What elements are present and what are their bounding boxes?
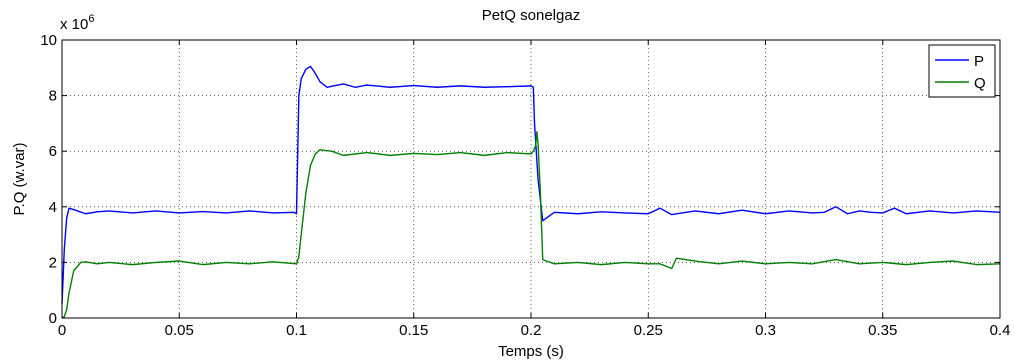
- grid: [62, 40, 1000, 318]
- legend-label-p: P: [974, 53, 984, 70]
- y-tick-label: 2: [49, 254, 57, 271]
- legend-label-q: Q: [974, 75, 986, 92]
- series-layer: [61, 65, 1001, 319]
- x-tick-label: 0.4: [990, 322, 1011, 339]
- y-axis-multiplier: x 106: [60, 13, 94, 33]
- x-tick-label: 0: [58, 322, 66, 339]
- y-tick-label: 8: [49, 88, 57, 105]
- y-tick-label: 4: [49, 199, 57, 216]
- chart-title: PetQ sonelgaz: [482, 7, 580, 24]
- x-tick-label: 0.35: [868, 322, 897, 339]
- y-multiplier-exponent: 6: [88, 13, 94, 25]
- x-axis-label: Temps (s): [498, 343, 564, 360]
- y-axis-label: P.Q (w.var): [11, 142, 28, 215]
- x-tick-label: 0.2: [521, 322, 542, 339]
- x-tick-label: 0.25: [634, 322, 663, 339]
- y-multiplier-base: x 10: [60, 16, 88, 33]
- series-line-p: [61, 65, 1001, 305]
- y-tick-label: 0: [49, 310, 57, 327]
- x-tick-label: 0.15: [399, 322, 428, 339]
- y-tick-label: 6: [49, 143, 57, 160]
- legend-box: [928, 44, 996, 98]
- x-tick-label: 0.05: [165, 322, 194, 339]
- ticks: 0 0.05 0.1 0.15 0.2 0.25 0.3 0.35 0.4 0 2 4 6 8 10: [40, 32, 1010, 339]
- y-tick-label: 10: [40, 32, 57, 49]
- x-tick-label: 0.3: [755, 322, 776, 339]
- legend: PQ: [928, 44, 996, 98]
- x-tick-label: 0.1: [286, 322, 307, 339]
- series-line-q: [61, 131, 1001, 319]
